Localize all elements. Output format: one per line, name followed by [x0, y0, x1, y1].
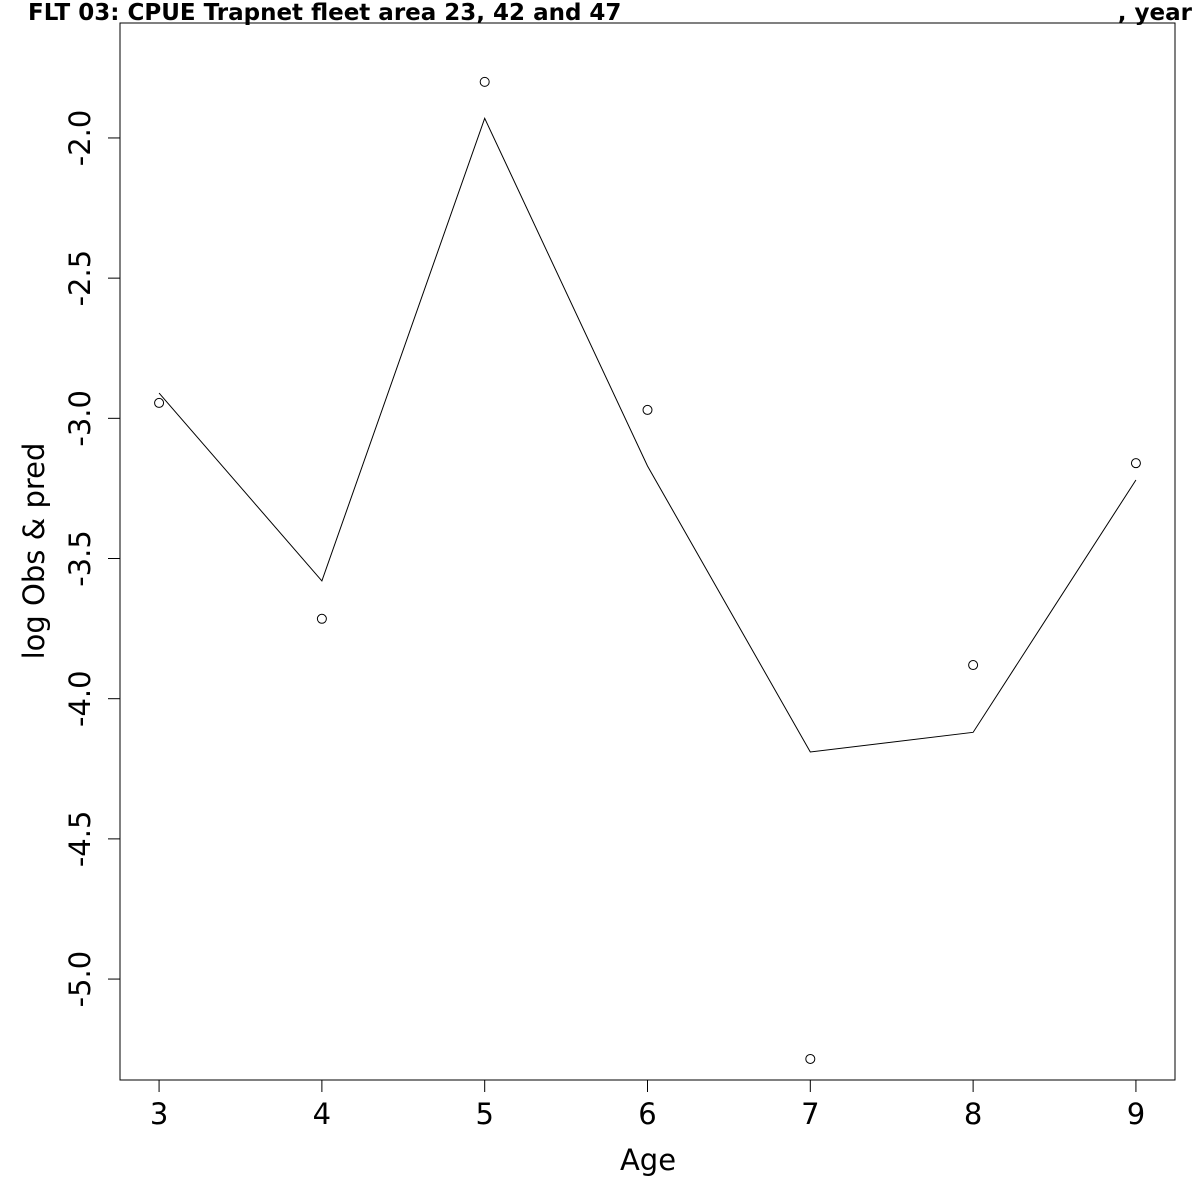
y-axis-label: log Obs & pred: [17, 443, 51, 660]
x-tick-label: 9: [1127, 1097, 1145, 1131]
y-axis: -2.0 -2.5 -3.0 -3.5 -4.0 -4.5 -5.0: [63, 110, 121, 1008]
plot-frame: [119, 22, 1176, 1081]
y-tick-label: -2.5: [63, 250, 97, 307]
y-tick-label: -3.0: [63, 390, 97, 447]
x-tick-label: 3: [150, 1097, 168, 1131]
predicted-line: [158, 117, 1137, 753]
x-tick-label: 7: [801, 1097, 819, 1131]
observed-point: [805, 1053, 816, 1064]
observed-point: [642, 404, 653, 415]
observed-point: [479, 76, 490, 87]
observed-point: [968, 660, 979, 671]
y-tick-label: -2.0: [63, 110, 97, 167]
y-tick-label: -4.5: [63, 811, 97, 868]
x-tick-label: 4: [313, 1097, 331, 1131]
chart-title-suffix: , year: [1118, 0, 1193, 26]
x-axis-label: Age: [620, 1143, 676, 1177]
y-tick-label: -4.0: [63, 670, 97, 727]
observed-point: [154, 397, 165, 408]
x-tick-label: 6: [638, 1097, 656, 1131]
series-layer: [154, 76, 1141, 1064]
y-tick-label: -3.5: [63, 530, 97, 587]
chart-title: FLT 03: CPUE Trapnet fleet area 23, 42 a…: [28, 0, 621, 26]
x-axis: 3 4 5 6 7 8 9: [150, 1079, 1145, 1131]
x-tick-label: 8: [964, 1097, 982, 1131]
x-tick-label: 5: [475, 1097, 493, 1131]
y-tick-label: -5.0: [63, 951, 97, 1008]
observed-point: [1130, 458, 1141, 469]
observed-point: [316, 613, 327, 624]
